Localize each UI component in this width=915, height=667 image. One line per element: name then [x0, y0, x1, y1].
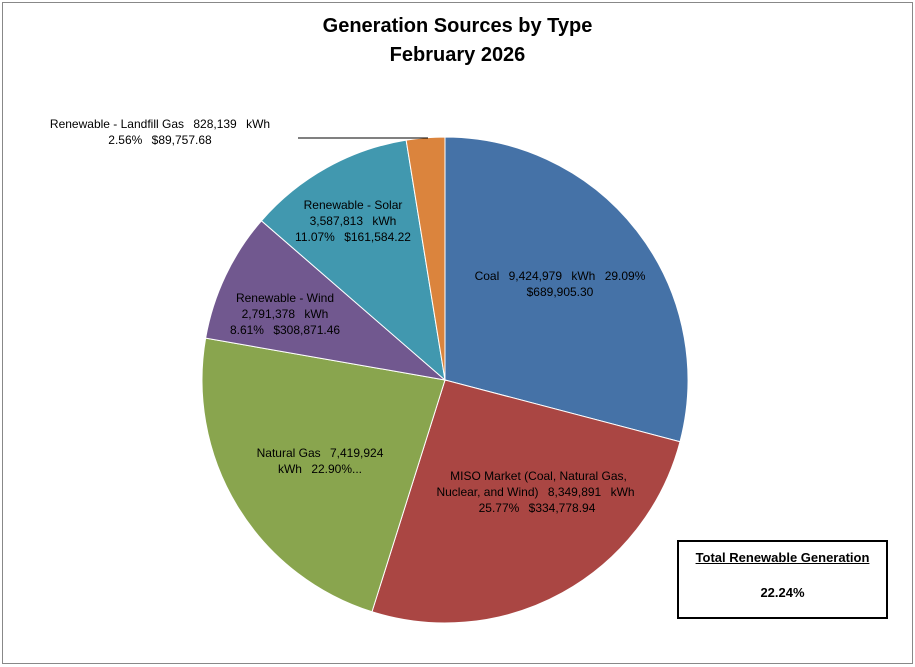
summary-title: Total Renewable Generation [695, 550, 870, 565]
value-label: 9,424,979 [508, 269, 563, 283]
slice-name: MISO Market (Coal, Natural Gas, Nuclear,… [436, 469, 627, 499]
unit-label: kWh [372, 214, 397, 228]
pie-slice [371, 379, 681, 624]
pie-slice [260, 139, 446, 382]
cost-label: $161,584.22 [344, 230, 411, 244]
cost-label: $89,757.68 [151, 133, 212, 147]
pie-slice [201, 337, 446, 613]
percent-label: 25.77% [478, 501, 520, 515]
percent-label: 11.07% [295, 230, 335, 244]
summary-value: 22.24% [760, 585, 805, 600]
percent-label: 22.90%... [311, 462, 363, 476]
chart-subtitle: February 2026 [389, 44, 526, 66]
value-label: 828,139 [193, 117, 237, 131]
cost-label: $308,871.46 [273, 323, 341, 337]
data-label: Renewable - Wind 2,791,378 kWh 8.61% $30… [220, 290, 350, 338]
data-label: Renewable - Solar 3,587,813 kWh 11.07% $… [288, 197, 418, 245]
data-label: Renewable - Landfill Gas 828,139 kWh 2.5… [45, 116, 275, 148]
unit-label: kWh [571, 269, 596, 283]
unit-label: kWh [610, 485, 635, 499]
pie [201, 136, 689, 624]
slice-name: Coal [474, 269, 500, 283]
slice-name: Renewable - Solar [303, 198, 403, 212]
pie-slice [444, 136, 689, 443]
percent-label: 29.09% [604, 269, 646, 283]
value-label: 3,587,813 [309, 214, 364, 228]
slice-name: Renewable - Landfill Gas [49, 117, 184, 131]
data-label: Natural Gas 7,419,924 kWh 22.90%... [250, 445, 390, 477]
unit-label: kWh [277, 462, 302, 476]
value-label: 2,791,378 [241, 307, 296, 321]
cost-label: $334,778.94 [528, 501, 596, 515]
slice-name: Natural Gas [256, 446, 321, 460]
unit-label: kWh [246, 117, 271, 131]
percent-label: 2.56% [108, 133, 143, 147]
unit-label: kWh [304, 307, 329, 321]
slice-name: Renewable - Wind [235, 291, 335, 305]
chart-title: Generation Sources by Type [322, 15, 593, 37]
data-label: Coal 9,424,979 kWh 29.09% $689,905.30 [460, 268, 660, 300]
pie-slice [205, 220, 447, 381]
summary-box: Total Renewable Generation 22.24% [677, 540, 888, 619]
data-label: MISO Market (Coal, Natural Gas, Nuclear,… [432, 468, 642, 516]
value-label: 8,349,891 [547, 485, 602, 499]
cost-label: $689,905.30 [526, 285, 594, 299]
percent-label: 8.61% [229, 323, 264, 337]
value-label: 7,419,924 [329, 446, 384, 460]
